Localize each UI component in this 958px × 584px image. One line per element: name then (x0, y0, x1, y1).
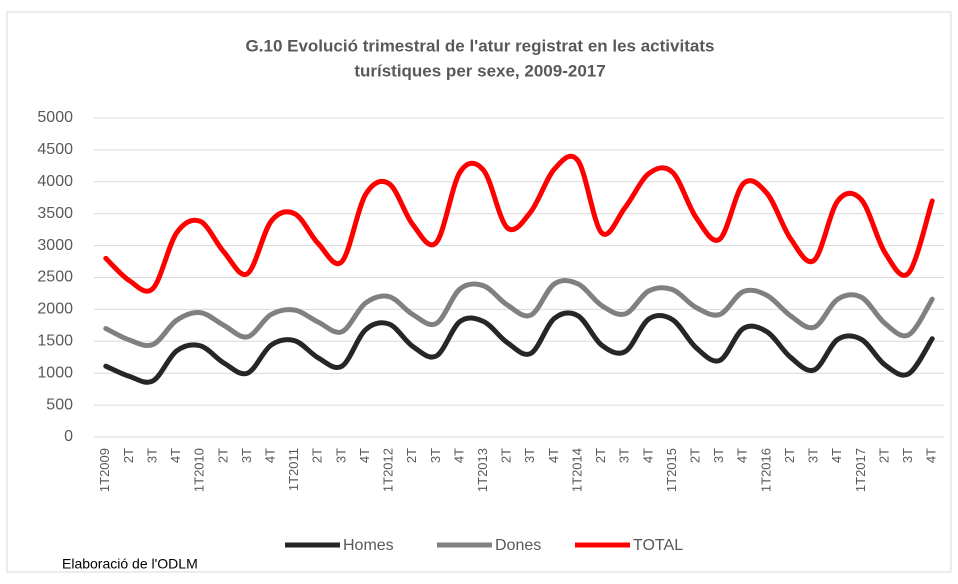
chart-border (6, 11, 952, 573)
line-series (103, 278, 935, 349)
x-tick-label: 4T (924, 448, 939, 463)
x-tick-label: 3T (711, 448, 726, 463)
x-tick-label: 4T (357, 448, 372, 463)
x-tick-label: 1T2016 (758, 448, 773, 492)
x-tick-label: 1T2013 (475, 448, 490, 492)
x-tick-label: 3T (900, 448, 915, 463)
x-tick-label: 4T (829, 448, 844, 463)
y-tick-label: 500 (46, 396, 73, 413)
x-tick-label: 1T2011 (286, 448, 301, 491)
x-tick-label: 3T (806, 448, 821, 463)
y-tick-label: 1000 (37, 364, 73, 381)
y-tick-label: 2000 (37, 301, 73, 318)
x-tick-label: 3T (522, 448, 537, 463)
x-tick-label: 4T (735, 448, 750, 463)
x-tick-label: 3T (617, 448, 632, 463)
x-tick-label: 4T (451, 448, 466, 463)
x-tick-label: 1T2014 (569, 448, 584, 492)
x-tick-label: 4T (640, 448, 655, 463)
y-tick-label: 4500 (37, 141, 73, 158)
x-tick-label: 2T (499, 448, 514, 463)
chart-title: G.10 Evolució trimestral de l'atur regis… (246, 36, 715, 55)
x-tick-label: 4T (168, 448, 183, 463)
x-tick-label: 2T (310, 448, 325, 463)
x-tick-label: 3T (428, 448, 443, 463)
x-tick-label: 3T (144, 448, 159, 463)
y-tick-label: 4000 (37, 173, 73, 190)
chart-subtitle: turístiques per sexe, 2009-2017 (354, 61, 605, 80)
y-tick-label: 2500 (37, 269, 73, 286)
x-tick-label: 1T2015 (664, 448, 679, 492)
legend-label: Dones (495, 537, 541, 554)
x-tick-label: 4T (546, 448, 561, 463)
y-tick-label: 1500 (37, 333, 73, 350)
line-series (103, 153, 935, 294)
x-tick-label: 4T (263, 448, 278, 463)
source: Elaboració de l'ODLM (62, 556, 198, 572)
x-tick-label: 1T2009 (97, 448, 112, 492)
legend-label: Homes (343, 537, 394, 554)
x-tick-label: 3T (239, 448, 254, 463)
x-tick-label: 1T2010 (192, 448, 207, 492)
legend-label: TOTAL (633, 537, 683, 554)
y-tick-label: 3500 (37, 205, 73, 222)
x-tick-label: 1T2012 (381, 448, 396, 492)
y-tick-label: 3000 (37, 237, 73, 254)
x-tick-label: 2T (121, 448, 136, 463)
y-tick-label: 0 (64, 428, 73, 445)
x-tick-label: 2T (593, 448, 608, 463)
x-tick-label: 3T (333, 448, 348, 463)
x-tick-label: 2T (876, 448, 891, 463)
x-tick-label: 2T (215, 448, 230, 463)
line-series (103, 310, 935, 385)
x-tick-label: 2T (404, 448, 419, 463)
x-tick-label: 1T2017 (853, 448, 868, 492)
x-tick-label: 2T (688, 448, 703, 463)
x-tick-label: 2T (782, 448, 797, 463)
y-tick-label: 5000 (37, 109, 73, 126)
